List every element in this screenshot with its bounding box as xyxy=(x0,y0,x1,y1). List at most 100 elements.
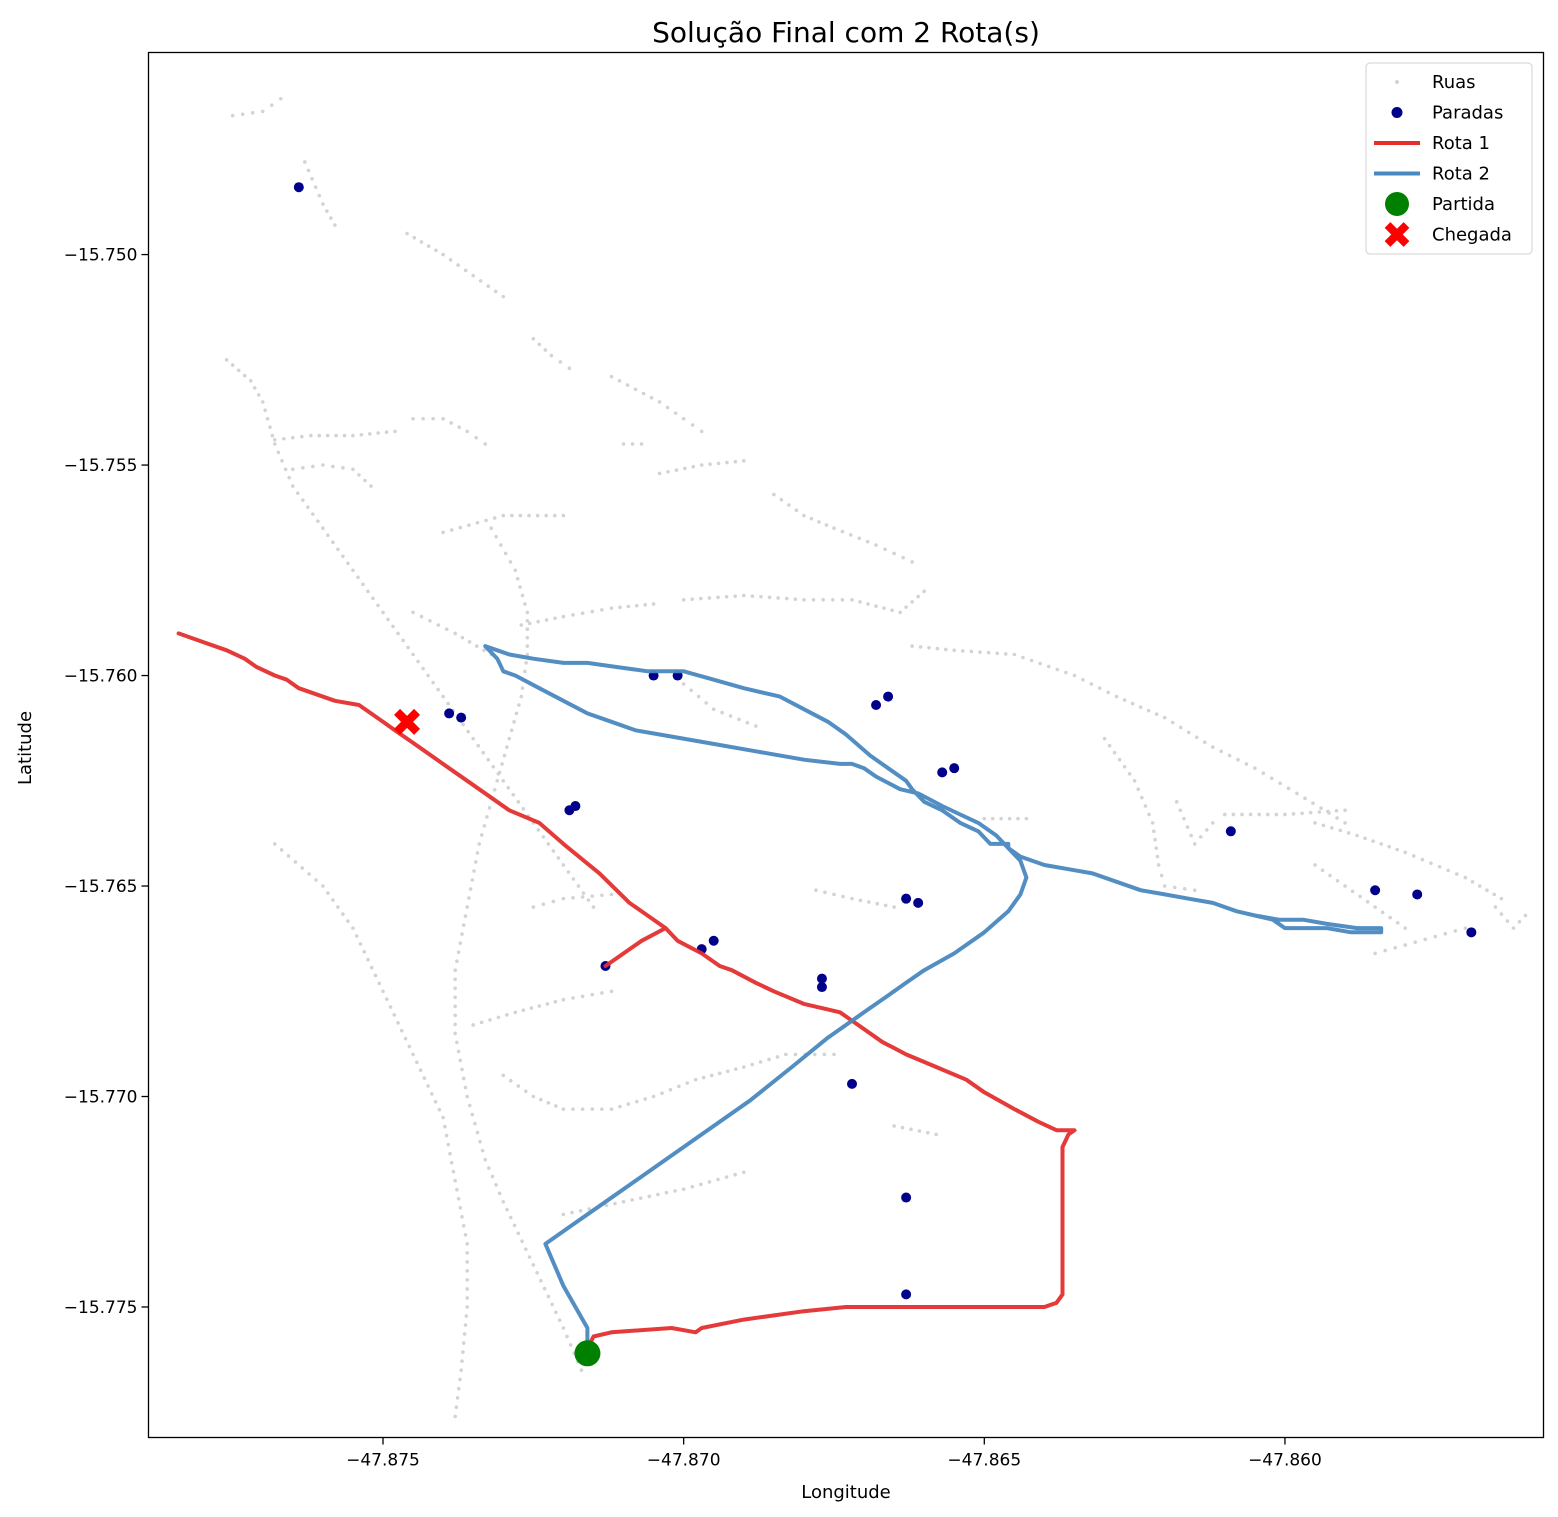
street-point xyxy=(464,1314,469,1318)
street-point xyxy=(1373,905,1377,909)
street-point xyxy=(793,597,798,601)
street-point xyxy=(1081,677,1085,682)
street-point xyxy=(1138,705,1143,709)
street-point xyxy=(1154,712,1159,716)
street-point xyxy=(501,1073,506,1078)
x-tick-label: −47.875 xyxy=(346,1451,420,1471)
street-point xyxy=(1003,652,1008,656)
street-point xyxy=(516,800,521,804)
street-point xyxy=(1413,940,1418,944)
stop-point xyxy=(913,897,924,908)
street-point xyxy=(281,436,286,441)
street-point xyxy=(665,405,670,410)
street-point xyxy=(521,1008,526,1013)
stop-point xyxy=(816,973,827,984)
street-point xyxy=(490,1174,495,1179)
street-point xyxy=(485,815,489,819)
street-point xyxy=(454,1405,459,1409)
street-point xyxy=(1185,825,1190,829)
street-point xyxy=(523,669,527,674)
street-point xyxy=(396,1021,400,1025)
street-point xyxy=(321,202,325,206)
street-point xyxy=(649,395,654,400)
street-point xyxy=(419,240,424,244)
street-point xyxy=(384,430,389,435)
stop-point xyxy=(1466,927,1477,938)
street-point xyxy=(531,1094,536,1099)
street-point xyxy=(691,464,696,469)
street-point xyxy=(776,596,780,600)
street-point xyxy=(419,614,424,619)
street-point xyxy=(1107,743,1112,748)
street-point xyxy=(278,97,283,101)
street-point xyxy=(609,989,614,994)
street-point xyxy=(1523,913,1528,918)
street-point xyxy=(463,268,468,273)
street-point xyxy=(516,1231,521,1236)
street-point xyxy=(758,1060,763,1064)
street-point xyxy=(523,602,527,606)
street-point xyxy=(561,896,566,901)
street-point xyxy=(497,770,502,775)
street-point xyxy=(426,244,431,248)
street-point xyxy=(279,848,284,852)
street-point xyxy=(590,1107,595,1111)
street-point xyxy=(716,595,720,600)
street-point xyxy=(470,1112,475,1117)
street-point xyxy=(733,1172,737,1177)
street-point xyxy=(501,513,506,518)
street-point xyxy=(1182,816,1186,821)
street-point xyxy=(293,860,298,864)
street-point xyxy=(501,1199,506,1204)
street-point xyxy=(451,1169,456,1174)
street-point xyxy=(1012,652,1017,657)
street-point xyxy=(351,467,355,472)
street-point xyxy=(716,1177,720,1182)
y-tick-label: −15.775 xyxy=(64,1298,138,1318)
street-point xyxy=(1485,888,1489,893)
street-point xyxy=(1112,750,1117,755)
street-point xyxy=(1319,806,1323,810)
street-point xyxy=(465,1269,469,1273)
street-point xyxy=(600,893,604,898)
street-point xyxy=(1311,801,1315,806)
street-point xyxy=(812,1052,817,1057)
street-point xyxy=(916,594,920,599)
street-point xyxy=(411,652,415,657)
street-point xyxy=(565,1334,569,1339)
street-point xyxy=(486,284,491,288)
street-point xyxy=(376,431,380,435)
street-point xyxy=(458,1058,463,1063)
street-point xyxy=(461,923,466,927)
street-point xyxy=(459,1368,463,1372)
street-point xyxy=(371,596,375,601)
street-point xyxy=(1223,812,1227,817)
street-point xyxy=(270,433,275,438)
stop-point xyxy=(1225,826,1236,837)
street-point xyxy=(359,432,364,437)
street-point xyxy=(668,1087,673,1092)
street-point xyxy=(306,168,311,173)
street-point xyxy=(525,635,530,640)
street-point xyxy=(561,614,566,619)
street-point xyxy=(455,1187,459,1192)
street-point xyxy=(334,433,338,438)
street-point xyxy=(508,1078,513,1083)
street-point xyxy=(272,442,277,446)
street-point xyxy=(900,1125,905,1130)
street-point xyxy=(1274,812,1279,817)
legend-label: Paradas xyxy=(1432,103,1503,124)
street-point xyxy=(407,1044,412,1049)
street-point xyxy=(531,1263,536,1267)
street-point xyxy=(495,778,500,783)
street-point xyxy=(453,1004,457,1009)
street-point xyxy=(1350,889,1355,894)
plot-area xyxy=(176,97,1528,1419)
street-point xyxy=(1278,781,1282,786)
street-point xyxy=(381,610,385,615)
street-point xyxy=(1423,937,1428,942)
street-point xyxy=(576,884,581,888)
street-point xyxy=(341,912,345,916)
street-point xyxy=(927,645,931,650)
street-point xyxy=(556,856,561,860)
